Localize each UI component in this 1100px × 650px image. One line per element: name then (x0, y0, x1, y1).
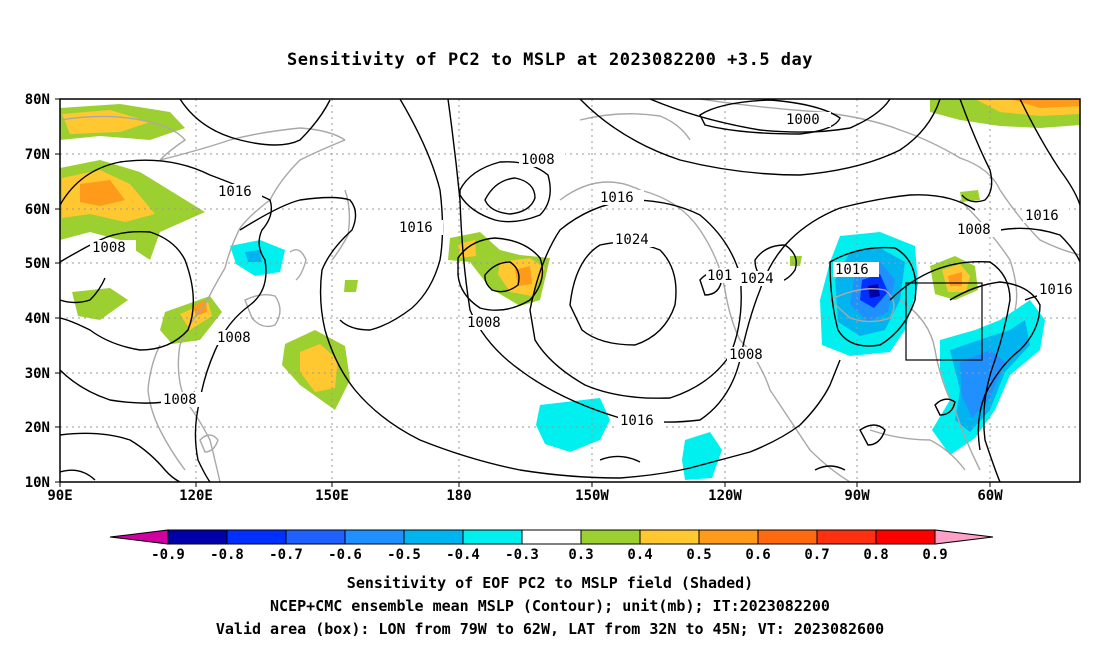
contour-label: 1016 (1039, 282, 1073, 298)
colorbar-swatch (698, 529, 759, 545)
colorbar-swatch (167, 529, 228, 545)
contour-labels: 1000 1008 1016 1016 1008 1016 1016 1024 … (90, 112, 1080, 429)
contour-label: 1016 (835, 262, 869, 278)
lat-label: 20N (25, 420, 50, 436)
lat-label: 80N (25, 92, 50, 108)
colorbar-swatch (580, 529, 641, 545)
colorbar-swatch (226, 529, 287, 545)
colorbar-label: -0.6 (328, 547, 362, 563)
colorbar-label: 0.9 (922, 547, 947, 563)
colorbar-swatch (639, 529, 700, 545)
contour-label: 1008 (729, 347, 763, 363)
contour-label: 1016 (620, 413, 654, 429)
colorbar-label: 0.6 (745, 547, 770, 563)
colorbar-swatch (875, 529, 936, 545)
colorbar-label: -0.3 (505, 547, 539, 563)
colorbar-label: 0.7 (804, 547, 829, 563)
lat-label: 70N (25, 147, 50, 163)
caption-contour: NCEP+CMC ensemble mean MSLP (Contour); u… (270, 597, 830, 615)
lat-label: 60N (25, 202, 50, 218)
colorbar-label: -0.9 (151, 547, 185, 563)
valid-area-box (905, 282, 983, 361)
contour-label: 1008 (521, 152, 555, 168)
contour-label: 1008 (957, 222, 991, 238)
lon-label: 60W (977, 488, 1003, 504)
colorbar-swatch (816, 529, 877, 545)
contour-label: 1016 (1025, 208, 1059, 224)
lon-label: 180 (446, 488, 471, 504)
negative-sensitivity-areas (230, 232, 1045, 480)
lon-label: 90E (47, 488, 72, 504)
lon-label: 120W (708, 488, 742, 504)
contour-label: 1008 (467, 315, 501, 331)
colorbar-label: 0.3 (568, 547, 593, 563)
contour-label: 1008 (92, 240, 126, 256)
plot-frame (59, 98, 1081, 483)
caption-valid-area: Valid area (box): LON from 79W to 62W, L… (215, 620, 885, 638)
contour-label: 1008 (217, 330, 251, 346)
colorbar-swatch (403, 529, 464, 545)
contour-label: 101 (707, 268, 732, 284)
contour-label: 1016 (218, 184, 252, 200)
latitude-labels: 80N 70N 60N 50N 40N 30N 20N 10N (25, 92, 50, 491)
colorbar-label: -0.7 (269, 547, 303, 563)
colorbar: -0.9 -0.8 -0.7 -0.6 -0.5 -0.4 -0.3 0.3 0.4 0.5 0.6… (109, 529, 994, 563)
axis-ticks (55, 98, 991, 487)
colorbar-swatch (757, 529, 818, 545)
colorbar-label: -0.4 (446, 547, 480, 563)
colorbar-swatch (521, 529, 582, 545)
colorbar-label: 0.4 (627, 547, 652, 563)
grid-lines (60, 99, 1080, 482)
caption-shaded: Sensitivity of EOF PC2 to MSLP field (Sh… (346, 574, 754, 592)
lat-label: 30N (25, 366, 50, 382)
contour-label: 1008 (163, 392, 197, 408)
map-title: Sensitivity of PC2 to MSLP at 2023082200… (286, 50, 813, 70)
colorbar-high-triangle (934, 529, 994, 545)
colorbar-label: 0.8 (863, 547, 888, 563)
contour-label: 1024 (615, 232, 649, 248)
lon-label: 90W (844, 488, 870, 504)
lat-label: 50N (25, 256, 50, 272)
colorbar-label: -0.8 (210, 547, 244, 563)
colorbar-swatch (344, 529, 405, 545)
contour-label: 1016 (600, 190, 634, 206)
contour-label: 1024 (740, 271, 774, 287)
colorbar-swatch (462, 529, 523, 545)
lat-label: 10N (25, 475, 50, 491)
colorbar-label: -0.5 (387, 547, 421, 563)
mslp-contours (60, 99, 1080, 482)
colorbar-label: 0.5 (686, 547, 711, 563)
map-plot-area: 1000 1008 1016 1016 1008 1016 1016 1024 … (60, 99, 1080, 482)
longitude-labels: 90E 120E 150E 180 150W 120W 90W 60W (47, 488, 1003, 504)
colorbar-low-triangle (109, 529, 169, 545)
colorbar-swatch (285, 529, 346, 545)
lon-label: 150E (315, 488, 349, 504)
contour-label: 1000 (786, 112, 820, 128)
contour-label: 1016 (399, 220, 433, 236)
lon-label: 120E (179, 488, 213, 504)
lat-label: 40N (25, 311, 50, 327)
lon-label: 150W (575, 488, 609, 504)
